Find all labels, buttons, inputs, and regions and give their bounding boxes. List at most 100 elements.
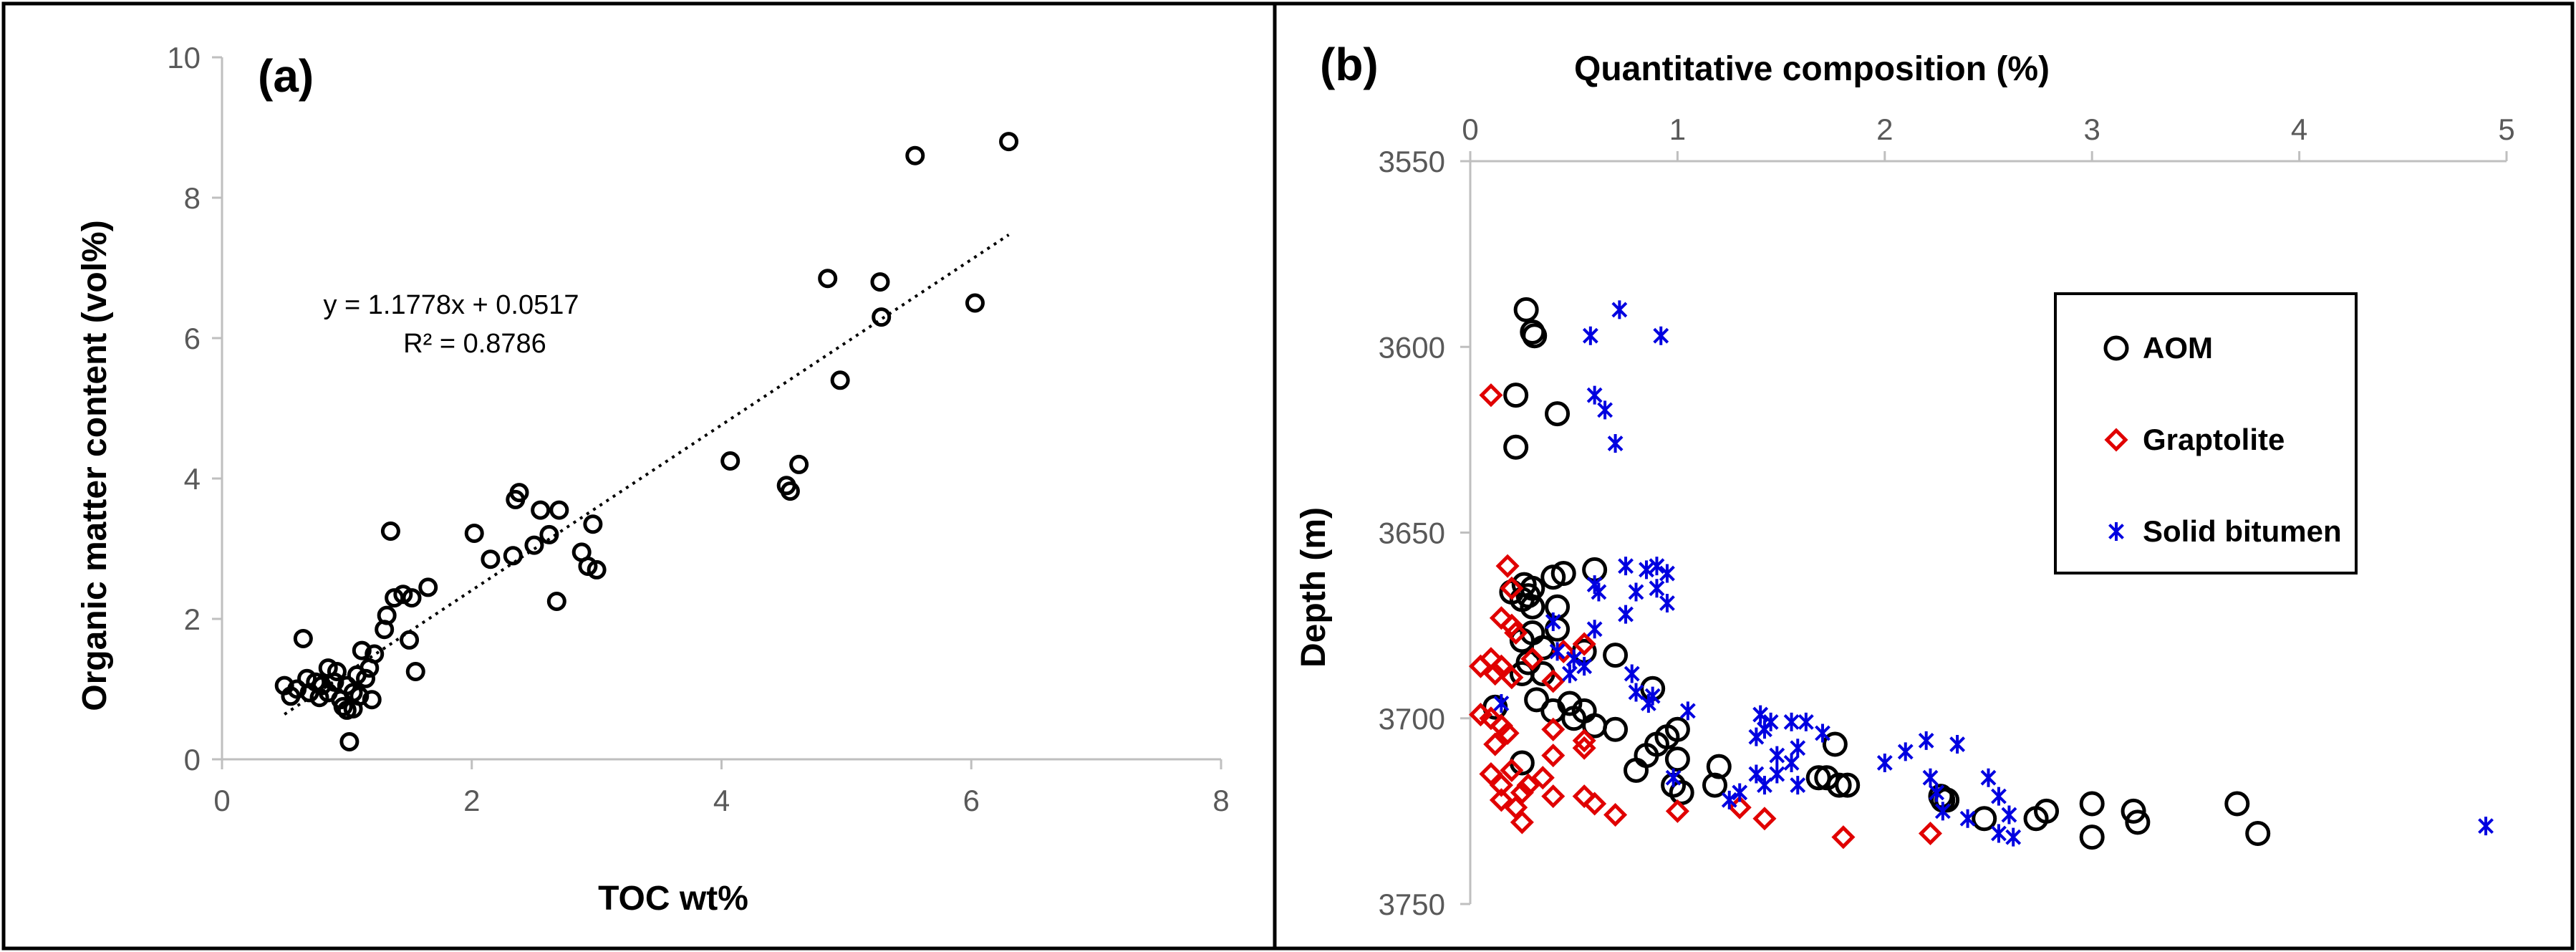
panel-b-point-aom — [1669, 779, 1694, 805]
panel-a-trendline — [284, 234, 1010, 716]
panel-a-data-point — [503, 546, 523, 566]
panel-b-point-solid-bitumen — [2005, 827, 2022, 847]
panel-b-y-tick-label: 3750 — [1379, 888, 1445, 921]
panel-b-point-graptolite — [1483, 732, 1508, 756]
panel-b-point-solid-bitumen — [1721, 790, 1737, 809]
panel-b-point-aom — [1702, 772, 1727, 798]
panel-b-point-solid-bitumen — [1929, 783, 1945, 802]
panel-a-data-point — [965, 293, 985, 313]
panel-a-data-point — [531, 500, 551, 520]
panel-a-r-squared: R² = 0.8786 — [403, 329, 546, 359]
panel-b-point-solid-bitumen — [1639, 560, 1654, 580]
panel-b-point-aom — [1545, 401, 1571, 427]
panel-b-point-graptolite — [1541, 717, 1566, 741]
panel-b-point-solid-bitumen — [1752, 705, 1769, 724]
panel-b-point-aom — [1972, 806, 1997, 832]
panel-b-point-aom — [1524, 687, 1550, 713]
panel-b-label: (b) — [1320, 39, 1379, 90]
panel-a-data-point — [830, 370, 850, 390]
panel-b-point-solid-bitumen — [1628, 582, 1644, 602]
panel-b-point-graptolite — [1489, 788, 1513, 812]
panel-b-point-graptolite — [1468, 654, 1493, 678]
panel-a-data-point — [349, 686, 370, 706]
panel-b-point-solid-bitumen — [1748, 727, 1765, 746]
panel-b-point-solid-bitumen — [1576, 657, 1593, 676]
panel-b-point-solid-bitumen — [1493, 694, 1510, 713]
panel-b-point-solid-bitumen — [1918, 731, 1934, 750]
panel-b-point-solid-bitumen — [1991, 824, 2007, 843]
panel-b-point-solid-bitumen — [1611, 300, 1628, 319]
panel-b-point-graptolite — [1918, 821, 1943, 846]
panel-b-y-tick-label: 3650 — [1379, 516, 1445, 550]
panel-b-point-aom — [2125, 809, 2151, 835]
legend-marker-solid-bitumen — [2108, 522, 2124, 541]
panel-b-point-aom — [1503, 434, 1529, 460]
panel-a-data-point — [999, 132, 1019, 152]
panel-a-data-point — [524, 535, 544, 555]
panel-a-x-tick-label: 6 — [963, 784, 980, 817]
panel-b-point-solid-bitumen — [1798, 712, 1814, 731]
panel-b-point-solid-bitumen — [1545, 612, 1561, 631]
panel-b-x-axis-title: Quantitative composition (%) — [1574, 50, 2050, 88]
panel-b-point-graptolite — [1541, 784, 1566, 809]
panel-b-point-aom — [1664, 746, 1690, 772]
panel-b-point-graptolite — [1504, 620, 1528, 645]
panel-b-point-solid-bitumen — [1549, 642, 1566, 661]
panel-b-point-aom — [1545, 594, 1571, 620]
panel-a-data-point — [583, 514, 603, 534]
panel-b-point-graptolite — [1520, 647, 1545, 671]
panel-a-x-tick-label: 0 — [213, 784, 230, 817]
panel-b-point-graptolite — [1483, 661, 1508, 686]
panel-b-point-graptolite — [1530, 766, 1555, 790]
panel-b-point-solid-bitumen — [1790, 776, 1806, 795]
panel-b-point-aom — [1835, 772, 1861, 798]
panel-b-point-aom — [2079, 824, 2105, 850]
panel-b-point-graptolite — [1572, 784, 1596, 809]
panel-a-y-tick-label: 0 — [184, 743, 201, 776]
panel-b-point-solid-bitumen — [1665, 768, 1682, 787]
panel-a-data-point — [481, 549, 501, 569]
panel-b-point-graptolite — [1603, 803, 1628, 827]
legend-label-solid-bitumen: Solid bitumen — [2143, 514, 2342, 548]
panel-b-point-solid-bitumen — [1876, 753, 1893, 772]
panel-a-data-point — [418, 577, 438, 597]
legend-label-aom: AOM — [2143, 331, 2213, 365]
panel-b-point-aom — [1822, 731, 1848, 757]
panel-a-data-point — [870, 272, 890, 292]
panel-b-x-tick-label: 2 — [1876, 112, 1893, 146]
panel-a-x-tick-label: 2 — [463, 784, 480, 817]
panel-a-y-axis-title: Organic matter content (vol%) — [76, 220, 114, 711]
panel-b-point-aom — [1706, 754, 1732, 779]
panel-b-point-solid-bitumen — [1934, 802, 1951, 821]
panel-b-point-solid-bitumen — [2478, 817, 2494, 836]
panel-b-point-solid-bitumen — [2001, 805, 2017, 824]
panel-b-point-solid-bitumen — [1757, 776, 1772, 795]
panel-a-data-point — [362, 690, 382, 710]
panel-a-data-point — [818, 269, 838, 289]
panel-b-point-aom — [1603, 716, 1629, 742]
panel-b-point-aom — [1603, 643, 1629, 668]
panel-a-data-point — [780, 481, 800, 501]
panel-a-y-tick-label: 10 — [167, 41, 201, 74]
panel-b-x-tick-label: 0 — [1462, 112, 1478, 146]
panel-b-point-aom — [2245, 820, 2271, 846]
panel-b-point-solid-bitumen — [1618, 605, 1634, 624]
panel-a-data-point — [464, 523, 484, 543]
panel-b-point-aom — [2034, 798, 2060, 824]
panel-a-y-tick-label: 2 — [184, 602, 201, 636]
panel-a-data-point — [393, 585, 413, 605]
panel-b-point-solid-bitumen — [1949, 735, 1966, 754]
panel-b-point-solid-bitumen — [1991, 787, 2007, 806]
panel-b-point-solid-bitumen — [1748, 764, 1765, 784]
panel-b-point-aom — [1624, 757, 1649, 783]
panel-a-data-point — [405, 662, 425, 681]
panel-b-point-graptolite — [1572, 729, 1596, 753]
panel-b-point-solid-bitumen — [1790, 739, 1806, 758]
panel-b-point-graptolite — [1583, 792, 1607, 816]
panel-b-point-graptolite — [1500, 665, 1524, 690]
panel-b-point-solid-bitumen — [1732, 783, 1748, 802]
panel-a-data-point — [509, 483, 529, 503]
panel-b-point-graptolite — [1489, 773, 1513, 797]
legend-label-graptolite: Graptolite — [2143, 423, 2285, 456]
